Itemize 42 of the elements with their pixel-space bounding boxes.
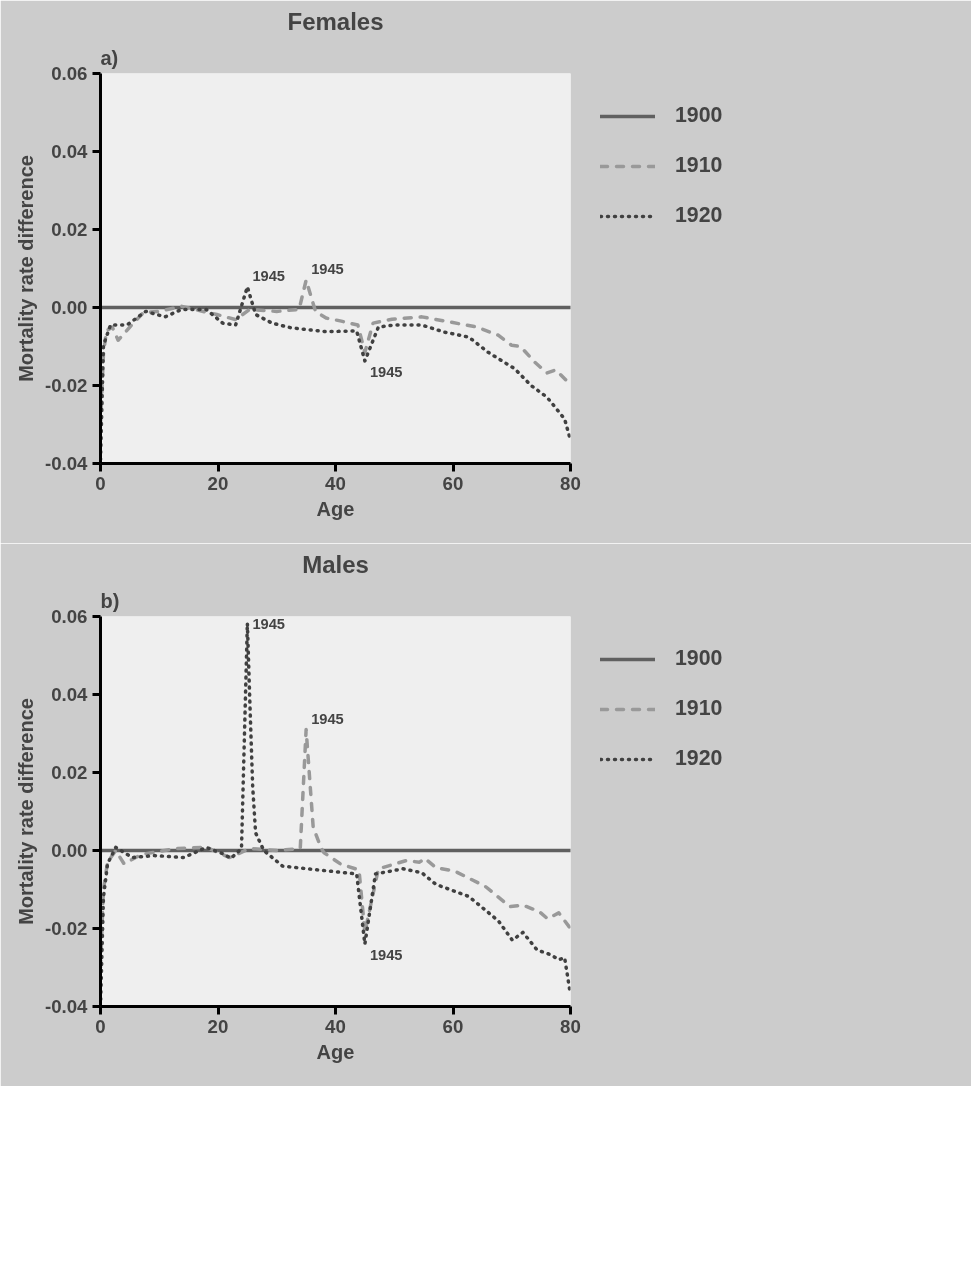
y-tick-label: 0.02 <box>51 219 88 240</box>
y-tick-label: -0.02 <box>44 375 88 396</box>
y-tick-label: 0.00 <box>51 297 88 318</box>
legend-label: 1900 <box>675 103 723 128</box>
legend-label: 1910 <box>675 696 723 721</box>
x-tick-label: 20 <box>207 1015 229 1037</box>
x-tick-label: 20 <box>207 472 229 494</box>
y-tick-label: -0.02 <box>44 918 88 939</box>
legend-label: 1920 <box>675 746 723 771</box>
legend-label: 1920 <box>675 203 723 228</box>
annotation: 1945 <box>369 947 403 964</box>
x-axis-title: Age <box>316 1040 355 1063</box>
chart-title: Males <box>302 550 369 578</box>
x-tick-label: 60 <box>442 1015 464 1037</box>
x-tick-label: 40 <box>325 1015 346 1037</box>
y-tick-label: 0.02 <box>51 762 88 783</box>
y-axis-title: Mortality rate difference <box>14 155 37 382</box>
chart-title: Females <box>287 7 384 35</box>
x-tick-label: 0 <box>95 1015 106 1037</box>
y-axis-title: Mortality rate difference <box>14 698 37 925</box>
x-tick-label: 40 <box>325 472 346 494</box>
legend-label: 1910 <box>675 153 723 178</box>
annotation: 1945 <box>311 261 344 278</box>
text: b) <box>100 589 120 612</box>
text: a) <box>100 46 119 69</box>
y-tick-label: 0.04 <box>51 684 89 705</box>
legend-label: 1900 <box>675 646 723 671</box>
annotation: 1945 <box>369 363 403 380</box>
x-tick-label: 80 <box>560 1015 581 1037</box>
annotation: 1945 <box>252 616 285 633</box>
y-tick-label: 0.06 <box>51 606 88 627</box>
x-axis-title: Age <box>316 497 355 520</box>
annotation: 1945 <box>252 267 285 284</box>
y-tick-label: 0.00 <box>51 840 88 861</box>
annotation: 1945 <box>311 710 344 727</box>
y-tick-label: -0.04 <box>44 996 89 1017</box>
y-tick-label: -0.04 <box>44 453 89 474</box>
y-tick-label: 0.04 <box>51 141 89 162</box>
x-tick-label: 80 <box>560 472 581 494</box>
x-tick-label: 0 <box>95 472 106 494</box>
y-tick-label: 0.06 <box>51 63 88 84</box>
x-tick-label: 60 <box>442 472 464 494</box>
